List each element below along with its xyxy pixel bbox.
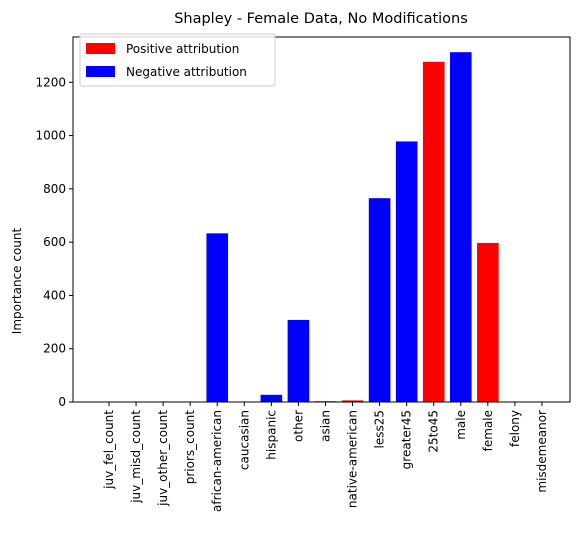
x-tick-label-greater45: greater45: [400, 410, 414, 469]
x-tick-label-hispanic: hispanic: [264, 410, 278, 460]
x-tick-label-juv_fel_count: juv_fel_count: [102, 410, 116, 490]
y-tick-label: 0: [58, 395, 66, 409]
x-tick-label-native-american: native-american: [346, 410, 360, 508]
x-tick-label-asian: asian: [318, 410, 332, 442]
legend: Positive attribution Negative attributio…: [79, 33, 276, 87]
bar-less25: [368, 198, 391, 402]
x-tick-label-other: other: [291, 410, 305, 442]
x-tick-label-less25: less25: [373, 410, 387, 449]
x-tick-label-female: female: [481, 410, 495, 451]
x-tick-label-male: male: [454, 410, 468, 440]
bar-african-american: [206, 233, 229, 402]
bar-other: [287, 319, 310, 402]
y-tick-label: 200: [43, 342, 66, 356]
bar-male: [449, 52, 472, 402]
legend-swatch-negative: [86, 66, 115, 77]
y-axis-label: Importance count: [10, 227, 24, 334]
y-tick-label: 1000: [35, 129, 66, 143]
y-axis: 0 200 400 600 800 1000 1200: [35, 75, 73, 409]
legend-box: [79, 33, 276, 87]
legend-swatch-positive: [86, 43, 115, 54]
bar-native-american: [341, 400, 364, 402]
bar-greater45: [395, 141, 418, 402]
y-tick-label: 400: [43, 288, 66, 302]
y-tick-label: 800: [43, 182, 66, 196]
bar-25to45: [422, 61, 445, 402]
plot-frame: [72, 36, 571, 403]
y-tick-label: 600: [43, 235, 66, 249]
x-tick-label-african-american: african-american: [210, 410, 224, 512]
legend-label-positive: Positive attribution: [126, 42, 239, 56]
x-tick-label-priors_count: priors_count: [183, 410, 197, 485]
x-tick-label-juv_misd_count: juv_misd_count: [129, 410, 143, 504]
x-tick-label-misdemeanor: misdemeanor: [535, 410, 549, 493]
x-tick-label-25to45: 25to45: [427, 410, 441, 453]
x-tick-label-felony: felony: [508, 410, 522, 447]
bar-hispanic: [260, 394, 283, 402]
x-axis: juv_fel_count juv_misd_count juv_other_cou…: [102, 402, 549, 512]
x-tick-label-caucasian: caucasian: [237, 410, 251, 470]
legend-label-negative: Negative attribution: [126, 65, 247, 79]
bar-female: [477, 242, 499, 402]
bars-group: [206, 52, 499, 402]
x-tick-label-juv_other_count: juv_other_count: [156, 410, 170, 507]
y-tick-label: 1200: [35, 75, 66, 89]
chart-title: Shapley - Female Data, No Modifications: [174, 11, 468, 27]
